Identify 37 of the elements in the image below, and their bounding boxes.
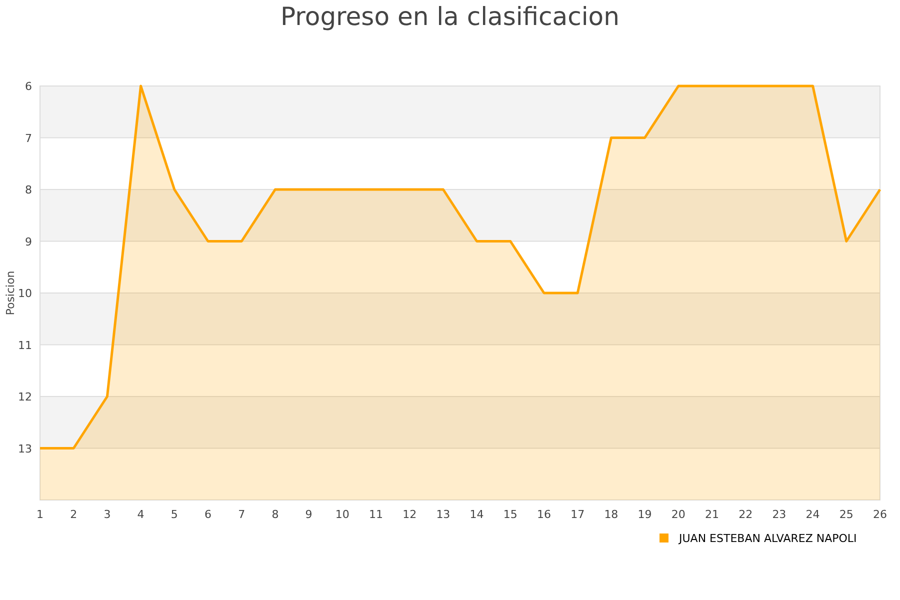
x-tick-label: 20 — [671, 508, 686, 521]
x-tick-label: 5 — [170, 508, 178, 521]
x-tick-label: 19 — [638, 508, 652, 521]
x-tick-label: 12 — [402, 508, 417, 521]
y-tick-label: 6 — [25, 80, 32, 93]
x-tick-label: 24 — [806, 508, 820, 521]
y-axis-title: Posicion — [4, 270, 17, 316]
y-tick-label: 9 — [25, 235, 32, 248]
x-tick-label: 22 — [738, 508, 753, 521]
x-tick-label: 6 — [204, 508, 212, 521]
x-tick-label: 4 — [137, 508, 144, 521]
y-tick-label: 12 — [18, 390, 32, 404]
y-tick-label: 11 — [18, 338, 32, 352]
x-tick-label: 21 — [705, 508, 719, 521]
y-tick-label: 8 — [25, 184, 32, 196]
x-tick-label: 7 — [238, 508, 246, 521]
x-tick-label: 2 — [70, 508, 78, 521]
x-tick-label: 11 — [369, 508, 383, 521]
x-tick-label: 1 — [36, 508, 44, 521]
x-tick-label: 16 — [537, 508, 551, 521]
x-tick-label: 9 — [305, 508, 312, 521]
x-tick-label: 14 — [470, 508, 484, 521]
x-tick-label: 10 — [335, 508, 350, 521]
chart-title: Progreso en la clasificacion — [280, 2, 620, 31]
x-tick-label: 26 — [873, 508, 887, 521]
x-tick-label: 13 — [436, 508, 450, 521]
x-tick-label: 3 — [104, 508, 111, 521]
y-tick-label: 13 — [18, 442, 32, 456]
x-tick-label: 18 — [604, 508, 618, 521]
y-tick-label: 10 — [18, 287, 32, 300]
y-tick-label: 7 — [25, 132, 32, 145]
x-tick-label: 17 — [570, 508, 585, 521]
x-tick-label: 23 — [772, 508, 786, 521]
x-tick-label: 15 — [503, 508, 518, 521]
x-tick-label: 25 — [839, 508, 854, 521]
x-tick-label: 8 — [272, 508, 279, 521]
legend-label: JUAN ESTEBAN ALVAREZ NAPOLI — [678, 532, 857, 545]
